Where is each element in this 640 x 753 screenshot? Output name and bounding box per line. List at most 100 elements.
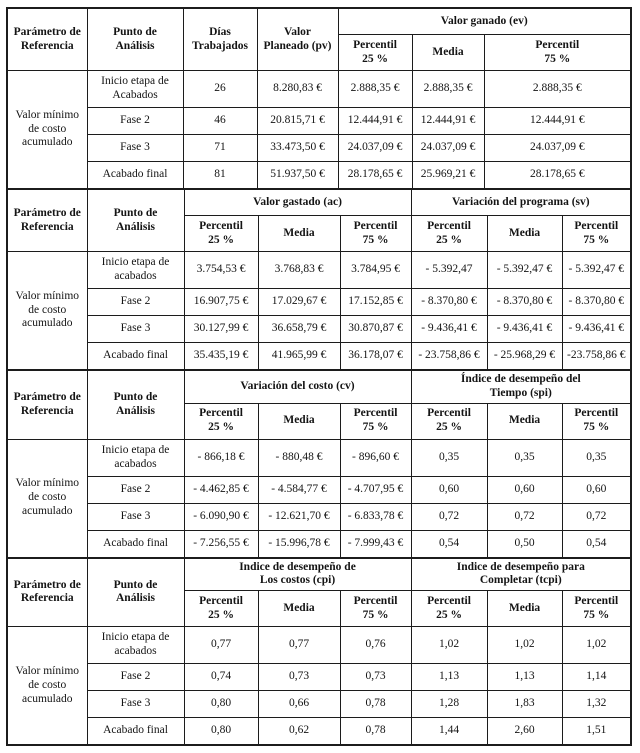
param-value-cell: Valor mínimo de costo acumulado (6, 626, 88, 746)
param-value-cell: Valor mínimo de costo acumulado (6, 438, 88, 559)
value-cell: 0,77 (183, 626, 259, 665)
value-cell: 1,13 (486, 663, 563, 692)
subheader-row: Percentil 25 % Media Percentil 75 % Perc… (7, 590, 632, 628)
row-label-cell: Acabado final (86, 161, 184, 190)
value-cell: 3.768,83 € (257, 251, 341, 289)
table-row: Fase 2 16.907,75 € 17.029,67 € 17.152,85… (7, 288, 632, 316)
value-cell: 2.888,35 € (483, 70, 632, 108)
table-section-cpi-tcpi: Parámetro de Referencia Punto de Análisi… (6, 556, 633, 747)
subheader-media: Media (486, 590, 563, 628)
group-header-spi: Índice de desempeño del Tiempo (spi) (410, 369, 632, 404)
value-cell: 0,72 (410, 502, 488, 531)
value-cell: 0,74 (183, 663, 259, 692)
header-punto-analisis: Punto de Análisis (86, 7, 184, 71)
header-punto-analisis: Punto de Análisis (86, 369, 185, 440)
header-row: Parámetro de Referencia Punto de Análisi… (6, 188, 632, 252)
value-cell: 25.969,21 € (411, 161, 485, 190)
value-cell: 0,60 (410, 475, 488, 504)
value-cell: 0,50 (486, 529, 563, 559)
subheader-percentil-75: Percentil 75 % (483, 34, 632, 71)
header-punto-analisis: Punto de Análisis (86, 188, 185, 252)
value-cell: 17.152,85 € (339, 288, 412, 316)
table-row: Fase 3 0,80 0,66 0,78 1,28 1,83 1,32 (7, 690, 632, 719)
value-cell: - 6.090,90 € (183, 502, 259, 531)
header-parametro-referencia: Parámetro de Referencia (6, 369, 88, 440)
subheader-percentil-75: Percentil 75 % (339, 215, 412, 252)
value-cell: 1,02 (486, 626, 563, 665)
table-row: Valor mínimo de costo acumulado Inicio e… (6, 251, 632, 371)
subheader-percentil-75: Percentil 75 % (561, 215, 632, 252)
value-cell: - 880,48 € (257, 438, 341, 477)
value-cell: - 23.758,86 € (410, 342, 488, 371)
value-cell: 46 (182, 107, 258, 135)
subheader-media: Media (486, 402, 563, 440)
subheader-media: Media (257, 215, 341, 252)
value-cell: 8.280,83 € (256, 70, 339, 108)
value-cell: 1,28 (410, 690, 488, 719)
value-cell: 1,32 (561, 690, 632, 719)
table-row: Fase 3 - 6.090,90 € - 12.621,70 € - 6.83… (7, 502, 632, 531)
value-cell: 26 (182, 70, 258, 108)
value-cell: 0,35 (410, 438, 488, 477)
row-label-cell: Fase 2 (86, 663, 185, 692)
value-cell: 30.870,87 € (339, 315, 412, 343)
value-cell: 0,54 (561, 529, 632, 559)
table-section-cv-spi: Parámetro de Referencia Punto de Análisi… (6, 369, 632, 559)
table-row: Valor mínimo de costo acumulado Inicio e… (6, 626, 632, 746)
value-cell: 0,72 (561, 502, 632, 531)
value-cell: 36.178,07 € (339, 342, 412, 371)
param-value-cell: Valor mínimo de costo acumulado (6, 251, 88, 371)
value-cell: 71 (182, 134, 258, 162)
row-label-cell: Fase 2 (86, 475, 185, 504)
value-cell: 1,14 (561, 663, 632, 692)
subheader-percentil-75: Percentil 75 % (561, 590, 632, 628)
value-cell: - 8.370,80 € (561, 288, 632, 316)
value-cell: - 15.996,78 € (257, 529, 341, 559)
group-header-sv: Variación del programa (sv) (410, 188, 632, 216)
table-row: Fase 2 46 20.815,71 € 12.444,91 € 12.444… (7, 107, 632, 135)
value-cell: 0,72 (486, 502, 563, 531)
header-parametro-referencia: Parámetro de Referencia (6, 557, 88, 628)
row-label-cell: Fase 2 (86, 288, 185, 316)
row-label-cell: Inicio etapa de Acabados (86, 70, 184, 108)
header-row: Parámetro de Referencia Punto de Análisi… (6, 7, 632, 71)
value-cell: - 9.436,41 € (410, 315, 488, 343)
table-row: Fase 2 - 4.462,85 € - 4.584,77 € - 4.707… (7, 475, 632, 504)
row-label-cell: Inicio etapa de acabados (86, 626, 185, 665)
value-cell: 81 (182, 161, 258, 190)
header-row: Parámetro de Referencia Punto de Análisi… (6, 557, 632, 628)
table-row: Valor mínimo de costo acumulado Inicio e… (6, 70, 632, 190)
value-cell: - 6.833,78 € (339, 502, 412, 531)
header-valor-planeado: Valor Planeado (pv) (256, 7, 339, 71)
group-header-cpi: Indice de desempeño de Los costos (cpi) (183, 557, 412, 592)
row-label-cell: Acabado final (86, 342, 185, 371)
value-cell: 0,78 (339, 690, 412, 719)
group-header-ac: Valor gastado (ac) (183, 188, 412, 216)
value-cell: 2,60 (486, 717, 563, 746)
table-row: Acabado final 35.435,19 € 41.965,99 € 36… (7, 342, 632, 371)
value-cell: - 25.968,29 € (486, 342, 563, 371)
param-value-cell: Valor mínimo de costo acumulado (6, 70, 88, 190)
row-label-cell: Acabado final (86, 529, 185, 559)
subheader-media: Media (486, 215, 563, 252)
table-section-ac-sv: Parámetro de Referencia Punto de Análisi… (6, 188, 633, 371)
value-cell: 0,35 (561, 438, 632, 477)
table-row: Acabado final 81 51.937,50 € 28.178,65 €… (7, 161, 632, 190)
value-cell: 0,77 (257, 626, 341, 665)
value-cell: - 8.370,80 € (410, 288, 488, 316)
value-cell: 51.937,50 € (256, 161, 339, 190)
subheader-percentil-75: Percentil 75 % (561, 402, 632, 440)
value-cell: 0,80 (183, 717, 259, 746)
row-label-cell: Fase 3 (86, 502, 185, 531)
value-cell: - 4.584,77 € (257, 475, 341, 504)
value-cell: - 8.370,80 € (486, 288, 563, 316)
value-cell: 1,51 (561, 717, 632, 746)
value-cell: 0,60 (561, 475, 632, 504)
value-cell: - 12.621,70 € (257, 502, 341, 531)
table-row: Fase 3 71 33.473,50 € 24.037,09 € 24.037… (7, 134, 632, 162)
table-row: Valor mínimo de costo acumulado Inicio e… (6, 438, 632, 559)
table-row: Fase 3 30.127,99 € 36.658,79 € 30.870,87… (7, 315, 632, 343)
subheader-percentil-25: Percentil 25 % (410, 402, 488, 440)
value-cell: 33.473,50 € (256, 134, 339, 162)
group-header-tcpi: Indice de desempeño para Completar (tcpi… (410, 557, 632, 592)
